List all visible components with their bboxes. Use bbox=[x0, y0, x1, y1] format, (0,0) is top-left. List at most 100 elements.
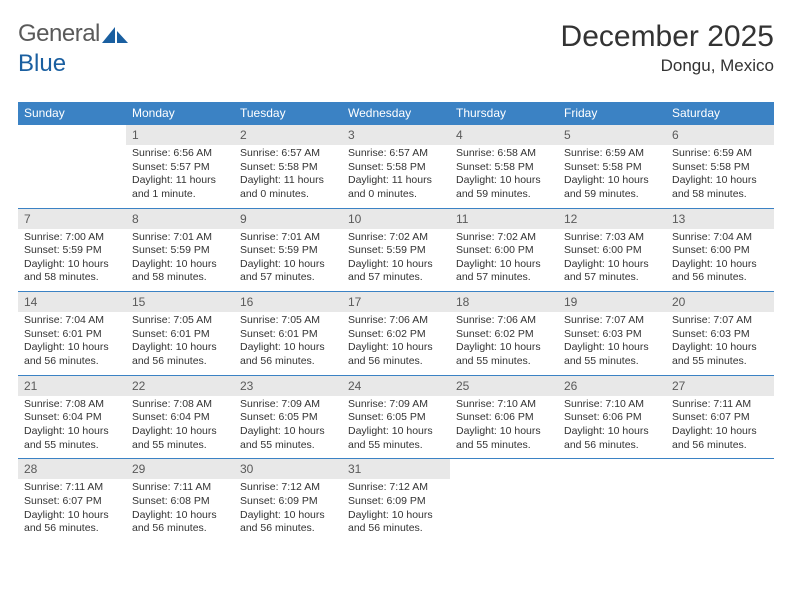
day-number: 26 bbox=[558, 376, 666, 396]
calendar-week: 28Sunrise: 7:11 AMSunset: 6:07 PMDayligh… bbox=[18, 459, 774, 542]
calendar-cell: 13Sunrise: 7:04 AMSunset: 6:00 PMDayligh… bbox=[666, 208, 774, 292]
day-info: Sunrise: 7:12 AMSunset: 6:09 PMDaylight:… bbox=[342, 479, 450, 536]
day-info: Sunrise: 7:01 AMSunset: 5:59 PMDaylight:… bbox=[234, 229, 342, 286]
day-info: Sunrise: 6:56 AMSunset: 5:57 PMDaylight:… bbox=[126, 145, 234, 202]
day-number: 1 bbox=[126, 125, 234, 145]
calendar-cell: 16Sunrise: 7:05 AMSunset: 6:01 PMDayligh… bbox=[234, 292, 342, 376]
calendar-cell: 5Sunrise: 6:59 AMSunset: 5:58 PMDaylight… bbox=[558, 125, 666, 209]
day-info: Sunrise: 7:02 AMSunset: 5:59 PMDaylight:… bbox=[342, 229, 450, 286]
logo-text-blue: Blue bbox=[18, 50, 66, 78]
day-number: 22 bbox=[126, 376, 234, 396]
day-number: 30 bbox=[234, 459, 342, 479]
day-number: 28 bbox=[18, 459, 126, 479]
calendar-cell: 10Sunrise: 7:02 AMSunset: 5:59 PMDayligh… bbox=[342, 208, 450, 292]
day-number: 11 bbox=[450, 209, 558, 229]
day-number: 8 bbox=[126, 209, 234, 229]
calendar-cell: 21Sunrise: 7:08 AMSunset: 6:04 PMDayligh… bbox=[18, 375, 126, 459]
calendar-cell: 8Sunrise: 7:01 AMSunset: 5:59 PMDaylight… bbox=[126, 208, 234, 292]
day-info: Sunrise: 7:11 AMSunset: 6:08 PMDaylight:… bbox=[126, 479, 234, 536]
day-number: 6 bbox=[666, 125, 774, 145]
day-number: 9 bbox=[234, 209, 342, 229]
day-info: Sunrise: 7:05 AMSunset: 6:01 PMDaylight:… bbox=[126, 312, 234, 369]
calendar-cell: 1Sunrise: 6:56 AMSunset: 5:57 PMDaylight… bbox=[126, 125, 234, 209]
calendar-cell: 31Sunrise: 7:12 AMSunset: 6:09 PMDayligh… bbox=[342, 459, 450, 542]
calendar-cell: 20Sunrise: 7:07 AMSunset: 6:03 PMDayligh… bbox=[666, 292, 774, 376]
day-header: Sunday bbox=[18, 102, 126, 125]
calendar-week: 21Sunrise: 7:08 AMSunset: 6:04 PMDayligh… bbox=[18, 375, 774, 459]
day-number: 7 bbox=[18, 209, 126, 229]
day-info: Sunrise: 7:08 AMSunset: 6:04 PMDaylight:… bbox=[18, 396, 126, 453]
day-header: Friday bbox=[558, 102, 666, 125]
calendar-cell: 12Sunrise: 7:03 AMSunset: 6:00 PMDayligh… bbox=[558, 208, 666, 292]
calendar-week: 1Sunrise: 6:56 AMSunset: 5:57 PMDaylight… bbox=[18, 125, 774, 209]
day-number: 24 bbox=[342, 376, 450, 396]
day-info: Sunrise: 7:11 AMSunset: 6:07 PMDaylight:… bbox=[18, 479, 126, 536]
day-info: Sunrise: 7:06 AMSunset: 6:02 PMDaylight:… bbox=[450, 312, 558, 369]
day-info: Sunrise: 7:07 AMSunset: 6:03 PMDaylight:… bbox=[666, 312, 774, 369]
calendar-cell: 18Sunrise: 7:06 AMSunset: 6:02 PMDayligh… bbox=[450, 292, 558, 376]
calendar-cell: 24Sunrise: 7:09 AMSunset: 6:05 PMDayligh… bbox=[342, 375, 450, 459]
day-number: 21 bbox=[18, 376, 126, 396]
day-info: Sunrise: 7:04 AMSunset: 6:00 PMDaylight:… bbox=[666, 229, 774, 286]
day-info: Sunrise: 6:57 AMSunset: 5:58 PMDaylight:… bbox=[234, 145, 342, 202]
day-number: 19 bbox=[558, 292, 666, 312]
calendar-cell bbox=[558, 459, 666, 542]
calendar-cell: 9Sunrise: 7:01 AMSunset: 5:59 PMDaylight… bbox=[234, 208, 342, 292]
day-number: 29 bbox=[126, 459, 234, 479]
calendar-cell bbox=[450, 459, 558, 542]
calendar-week: 7Sunrise: 7:00 AMSunset: 5:59 PMDaylight… bbox=[18, 208, 774, 292]
calendar-cell: 28Sunrise: 7:11 AMSunset: 6:07 PMDayligh… bbox=[18, 459, 126, 542]
day-info: Sunrise: 7:02 AMSunset: 6:00 PMDaylight:… bbox=[450, 229, 558, 286]
day-info: Sunrise: 7:05 AMSunset: 6:01 PMDaylight:… bbox=[234, 312, 342, 369]
calendar-cell: 7Sunrise: 7:00 AMSunset: 5:59 PMDaylight… bbox=[18, 208, 126, 292]
day-info: Sunrise: 7:09 AMSunset: 6:05 PMDaylight:… bbox=[234, 396, 342, 453]
calendar-cell: 19Sunrise: 7:07 AMSunset: 6:03 PMDayligh… bbox=[558, 292, 666, 376]
day-info: Sunrise: 7:00 AMSunset: 5:59 PMDaylight:… bbox=[18, 229, 126, 286]
calendar-cell bbox=[18, 125, 126, 209]
day-number: 17 bbox=[342, 292, 450, 312]
calendar-week: 14Sunrise: 7:04 AMSunset: 6:01 PMDayligh… bbox=[18, 292, 774, 376]
calendar-cell: 11Sunrise: 7:02 AMSunset: 6:00 PMDayligh… bbox=[450, 208, 558, 292]
day-number: 18 bbox=[450, 292, 558, 312]
calendar-cell bbox=[666, 459, 774, 542]
day-number: 3 bbox=[342, 125, 450, 145]
day-info: Sunrise: 6:58 AMSunset: 5:58 PMDaylight:… bbox=[450, 145, 558, 202]
logo-sail-icon bbox=[102, 27, 128, 45]
day-number: 15 bbox=[126, 292, 234, 312]
logo: General bbox=[18, 20, 130, 48]
day-header: Wednesday bbox=[342, 102, 450, 125]
calendar-cell: 30Sunrise: 7:12 AMSunset: 6:09 PMDayligh… bbox=[234, 459, 342, 542]
day-number: 14 bbox=[18, 292, 126, 312]
logo-text-general: General bbox=[18, 20, 100, 48]
calendar-cell: 4Sunrise: 6:58 AMSunset: 5:58 PMDaylight… bbox=[450, 125, 558, 209]
day-number: 12 bbox=[558, 209, 666, 229]
day-info: Sunrise: 7:08 AMSunset: 6:04 PMDaylight:… bbox=[126, 396, 234, 453]
day-info: Sunrise: 7:07 AMSunset: 6:03 PMDaylight:… bbox=[558, 312, 666, 369]
calendar-cell: 14Sunrise: 7:04 AMSunset: 6:01 PMDayligh… bbox=[18, 292, 126, 376]
day-info: Sunrise: 7:03 AMSunset: 6:00 PMDaylight:… bbox=[558, 229, 666, 286]
calendar-cell: 29Sunrise: 7:11 AMSunset: 6:08 PMDayligh… bbox=[126, 459, 234, 542]
header: General December 2025 Dongu, Mexico bbox=[18, 20, 774, 76]
day-header: Thursday bbox=[450, 102, 558, 125]
day-info: Sunrise: 6:59 AMSunset: 5:58 PMDaylight:… bbox=[666, 145, 774, 202]
calendar-cell: 22Sunrise: 7:08 AMSunset: 6:04 PMDayligh… bbox=[126, 375, 234, 459]
calendar-cell: 25Sunrise: 7:10 AMSunset: 6:06 PMDayligh… bbox=[450, 375, 558, 459]
day-info: Sunrise: 6:57 AMSunset: 5:58 PMDaylight:… bbox=[342, 145, 450, 202]
day-info: Sunrise: 7:10 AMSunset: 6:06 PMDaylight:… bbox=[450, 396, 558, 453]
day-header: Tuesday bbox=[234, 102, 342, 125]
day-number: 2 bbox=[234, 125, 342, 145]
calendar-cell: 15Sunrise: 7:05 AMSunset: 6:01 PMDayligh… bbox=[126, 292, 234, 376]
location-label: Dongu, Mexico bbox=[561, 56, 774, 76]
day-info: Sunrise: 7:10 AMSunset: 6:06 PMDaylight:… bbox=[558, 396, 666, 453]
day-number: 27 bbox=[666, 376, 774, 396]
calendar-cell: 2Sunrise: 6:57 AMSunset: 5:58 PMDaylight… bbox=[234, 125, 342, 209]
day-info: Sunrise: 7:12 AMSunset: 6:09 PMDaylight:… bbox=[234, 479, 342, 536]
day-header: Saturday bbox=[666, 102, 774, 125]
calendar-cell: 17Sunrise: 7:06 AMSunset: 6:02 PMDayligh… bbox=[342, 292, 450, 376]
day-info: Sunrise: 6:59 AMSunset: 5:58 PMDaylight:… bbox=[558, 145, 666, 202]
day-number: 23 bbox=[234, 376, 342, 396]
day-info: Sunrise: 7:11 AMSunset: 6:07 PMDaylight:… bbox=[666, 396, 774, 453]
day-number: 4 bbox=[450, 125, 558, 145]
calendar-cell: 26Sunrise: 7:10 AMSunset: 6:06 PMDayligh… bbox=[558, 375, 666, 459]
calendar-table: SundayMondayTuesdayWednesdayThursdayFrid… bbox=[18, 102, 774, 542]
